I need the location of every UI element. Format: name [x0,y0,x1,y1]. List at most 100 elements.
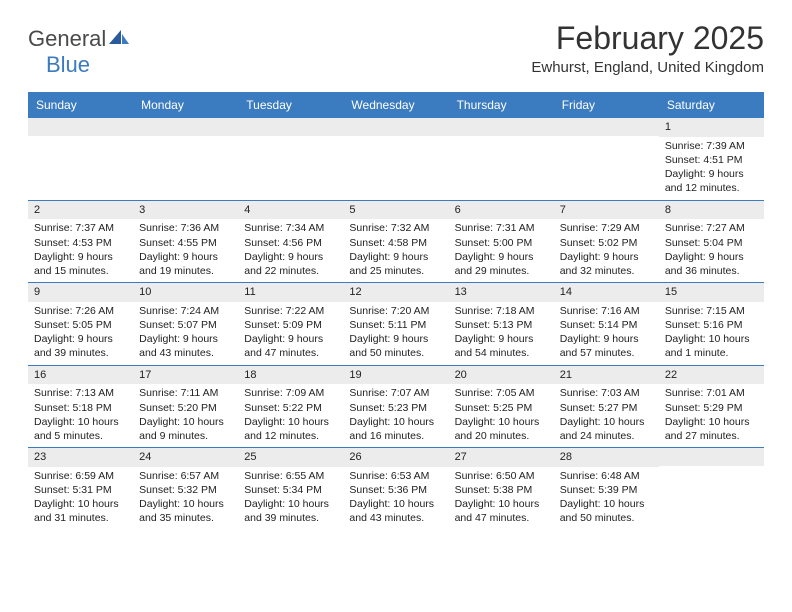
day-body: Sunrise: 7:20 AMSunset: 5:11 PMDaylight:… [343,302,448,365]
sunset-text: Sunset: 4:55 PM [139,236,232,250]
day-cell: 4Sunrise: 7:34 AMSunset: 4:56 PMDaylight… [238,201,343,283]
day-header-sun: Sunday [28,92,133,118]
day-number: 28 [554,448,659,467]
sunrise-text: Sunrise: 7:31 AM [455,221,548,235]
day-body: Sunrise: 7:15 AMSunset: 5:16 PMDaylight:… [659,302,764,365]
logo-word2: Blue [46,52,90,78]
day-body: Sunrise: 7:32 AMSunset: 4:58 PMDaylight:… [343,219,448,282]
sunrise-text: Sunrise: 7:26 AM [34,304,127,318]
day-number: 11 [238,283,343,302]
daylight-text: Daylight: 10 hours and 27 minutes. [665,415,758,443]
day-body: Sunrise: 7:05 AMSunset: 5:25 PMDaylight:… [449,384,554,447]
daylight-text: Daylight: 10 hours and 47 minutes. [455,497,548,525]
day-header-mon: Monday [133,92,238,118]
day-body: Sunrise: 7:29 AMSunset: 5:02 PMDaylight:… [554,219,659,282]
day-number [28,118,133,136]
day-body: Sunrise: 7:13 AMSunset: 5:18 PMDaylight:… [28,384,133,447]
sunrise-text: Sunrise: 7:29 AM [560,221,653,235]
sunrise-text: Sunrise: 7:05 AM [455,386,548,400]
day-number: 2 [28,201,133,220]
daylight-text: Daylight: 10 hours and 35 minutes. [139,497,232,525]
day-body: Sunrise: 7:37 AMSunset: 4:53 PMDaylight:… [28,219,133,282]
day-body: Sunrise: 7:22 AMSunset: 5:09 PMDaylight:… [238,302,343,365]
day-number: 20 [449,366,554,385]
logo: General [28,26,131,52]
sunrise-text: Sunrise: 7:39 AM [665,139,758,153]
daylight-text: Daylight: 9 hours and 57 minutes. [560,332,653,360]
day-body [554,136,659,142]
day-cell: 12Sunrise: 7:20 AMSunset: 5:11 PMDayligh… [343,283,448,365]
calendar-grid: Sunday Monday Tuesday Wednesday Thursday… [28,92,764,530]
day-number: 22 [659,366,764,385]
daylight-text: Daylight: 9 hours and 43 minutes. [139,332,232,360]
sunrise-text: Sunrise: 7:24 AM [139,304,232,318]
daylight-text: Daylight: 9 hours and 29 minutes. [455,250,548,278]
week-row: 1Sunrise: 7:39 AMSunset: 4:51 PMDaylight… [28,118,764,200]
day-body [343,136,448,142]
day-cell: 27Sunrise: 6:50 AMSunset: 5:38 PMDayligh… [449,448,554,530]
day-body: Sunrise: 6:48 AMSunset: 5:39 PMDaylight:… [554,467,659,530]
weeks-container: 1Sunrise: 7:39 AMSunset: 4:51 PMDaylight… [28,118,764,530]
title-block: February 2025 Ewhurst, England, United K… [531,20,764,76]
day-body: Sunrise: 7:31 AMSunset: 5:00 PMDaylight:… [449,219,554,282]
day-body: Sunrise: 7:16 AMSunset: 5:14 PMDaylight:… [554,302,659,365]
day-body [28,136,133,142]
daylight-text: Daylight: 10 hours and 31 minutes. [34,497,127,525]
sunset-text: Sunset: 4:53 PM [34,236,127,250]
daylight-text: Daylight: 10 hours and 1 minute. [665,332,758,360]
day-cell [659,448,764,530]
sunset-text: Sunset: 5:14 PM [560,318,653,332]
day-cell: 9Sunrise: 7:26 AMSunset: 5:05 PMDaylight… [28,283,133,365]
sunset-text: Sunset: 4:56 PM [244,236,337,250]
sunset-text: Sunset: 5:25 PM [455,401,548,415]
sunset-text: Sunset: 5:34 PM [244,483,337,497]
day-number: 9 [28,283,133,302]
day-number: 13 [449,283,554,302]
daylight-text: Daylight: 10 hours and 43 minutes. [349,497,442,525]
day-header-sat: Saturday [659,92,764,118]
day-body: Sunrise: 7:24 AMSunset: 5:07 PMDaylight:… [133,302,238,365]
day-number: 26 [343,448,448,467]
day-body: Sunrise: 7:26 AMSunset: 5:05 PMDaylight:… [28,302,133,365]
sunrise-text: Sunrise: 7:32 AM [349,221,442,235]
day-number: 23 [28,448,133,467]
day-body [238,136,343,142]
day-cell: 20Sunrise: 7:05 AMSunset: 5:25 PMDayligh… [449,366,554,448]
day-body: Sunrise: 7:39 AMSunset: 4:51 PMDaylight:… [659,137,764,200]
day-number [133,118,238,136]
day-number: 10 [133,283,238,302]
day-number: 17 [133,366,238,385]
day-header-wed: Wednesday [343,92,448,118]
sunrise-text: Sunrise: 6:57 AM [139,469,232,483]
day-body [133,136,238,142]
daylight-text: Daylight: 10 hours and 39 minutes. [244,497,337,525]
day-cell: 5Sunrise: 7:32 AMSunset: 4:58 PMDaylight… [343,201,448,283]
sunrise-text: Sunrise: 7:18 AM [455,304,548,318]
day-number: 24 [133,448,238,467]
day-number [449,118,554,136]
day-cell: 24Sunrise: 6:57 AMSunset: 5:32 PMDayligh… [133,448,238,530]
day-cell: 21Sunrise: 7:03 AMSunset: 5:27 PMDayligh… [554,366,659,448]
day-cell: 6Sunrise: 7:31 AMSunset: 5:00 PMDaylight… [449,201,554,283]
day-header-thu: Thursday [449,92,554,118]
daylight-text: Daylight: 9 hours and 19 minutes. [139,250,232,278]
day-number [554,118,659,136]
daylight-text: Daylight: 9 hours and 39 minutes. [34,332,127,360]
day-body [659,466,764,472]
day-header-tue: Tuesday [238,92,343,118]
sunrise-text: Sunrise: 6:48 AM [560,469,653,483]
day-cell [343,118,448,200]
day-body: Sunrise: 6:57 AMSunset: 5:32 PMDaylight:… [133,467,238,530]
day-cell: 13Sunrise: 7:18 AMSunset: 5:13 PMDayligh… [449,283,554,365]
sunset-text: Sunset: 5:23 PM [349,401,442,415]
sunset-text: Sunset: 5:38 PM [455,483,548,497]
sunrise-text: Sunrise: 7:27 AM [665,221,758,235]
day-number: 14 [554,283,659,302]
sunset-text: Sunset: 4:58 PM [349,236,442,250]
sunset-text: Sunset: 5:36 PM [349,483,442,497]
day-cell: 16Sunrise: 7:13 AMSunset: 5:18 PMDayligh… [28,366,133,448]
sunset-text: Sunset: 5:22 PM [244,401,337,415]
sunrise-text: Sunrise: 6:55 AM [244,469,337,483]
logo-sail-icon [109,28,129,51]
logo-word1: General [28,26,106,52]
